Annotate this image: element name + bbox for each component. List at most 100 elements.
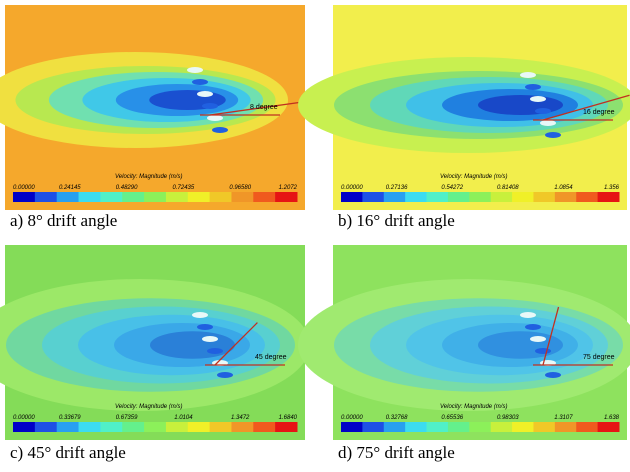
colorbar-segment [405, 422, 428, 432]
vortex [207, 115, 223, 121]
colorbar-segment [576, 422, 599, 432]
wake-contour [150, 331, 235, 359]
colorbar-title: Velocity: Magnitude (m/s) [440, 404, 507, 410]
colorbar-segment [554, 422, 577, 432]
colorbar-label: 1.2072 [279, 185, 298, 191]
colorbar-segment [490, 422, 513, 432]
vortex [212, 127, 228, 133]
colorbar-segment [231, 192, 254, 202]
drift-line [542, 306, 560, 366]
colorbar-label: 0.00000 [341, 185, 363, 191]
colorbar-segment [253, 422, 276, 432]
colorbar-segment [426, 192, 449, 202]
drift-line [542, 94, 630, 121]
colorbar-segment [122, 422, 145, 432]
colorbar-segment [144, 422, 167, 432]
caption: c) 45° drift angle [10, 443, 126, 462]
colorbar-segment [490, 192, 513, 202]
colorbar-label: 0.81408 [497, 185, 519, 191]
colorbar-segment [209, 192, 232, 202]
panel: 8 degree Velocity: Magnitude (m/s) 0.00000… [0, 5, 305, 210]
colorbar-segment [100, 192, 123, 202]
colorbar-label: 0.72435 [173, 185, 195, 191]
colorbar-label: 1.638 [604, 415, 620, 421]
colorbar-label: 0.32768 [386, 415, 408, 421]
colorbar-label: 0.00000 [341, 415, 363, 421]
colorbar-label: 0.96580 [229, 185, 251, 191]
angle-label: 45 degree [255, 354, 287, 361]
vortex [530, 336, 546, 342]
angle-label: 8 degree [250, 104, 278, 111]
vortex [530, 96, 546, 102]
colorbar-label: 1.0854 [554, 185, 573, 191]
colorbar-label: 0.67359 [116, 415, 138, 421]
colorbar-segment [533, 422, 556, 432]
panel: 45 degree Velocity: Magnitude (m/s) 0.0000… [0, 245, 310, 440]
vortex [525, 324, 541, 330]
colorbar-segment [447, 422, 470, 432]
colorbar-title: Velocity: Magnitude (m/s) [115, 404, 182, 410]
colorbar-segment [533, 192, 556, 202]
colorbar-label: 0.65536 [441, 415, 463, 421]
colorbar-label: 0.00000 [13, 185, 35, 191]
colorbar-title: Velocity: Magnitude (m/s) [440, 174, 507, 180]
colorbar-segment [275, 192, 298, 202]
colorbar-label: 1.3472 [231, 415, 250, 421]
vortex [545, 132, 561, 138]
colorbar-segment [56, 422, 80, 432]
colorbar-segment [576, 192, 599, 202]
vortex [540, 120, 556, 126]
colorbar-segment [100, 422, 123, 432]
vortex [192, 79, 208, 85]
colorbar-segment [341, 422, 363, 432]
vortex [197, 324, 213, 330]
colorbar-segment [78, 422, 101, 432]
colorbar-segment [405, 192, 428, 202]
vortex [535, 348, 551, 354]
angle-label: 16 degree [583, 109, 615, 116]
colorbar-segment [597, 192, 620, 202]
colorbar-segment [512, 422, 534, 432]
colorbar-segment [512, 192, 534, 202]
colorbar-label: 0.24145 [59, 185, 81, 191]
vortex [202, 103, 218, 109]
caption: d) 75° drift angle [338, 443, 455, 462]
colorbar-segment [469, 192, 492, 202]
colorbar-segment [144, 192, 167, 202]
colorbar-segment [383, 422, 406, 432]
colorbar-segment [165, 422, 189, 432]
colorbar-segment [253, 192, 276, 202]
panel: 16 degree Velocity: Magnitude (m/s) 0.0000… [298, 5, 630, 210]
vortex [202, 336, 218, 342]
vortex [545, 372, 561, 378]
caption: b) 16° drift angle [338, 211, 455, 230]
colorbar-title: Velocity: Magnitude (m/s) [115, 174, 182, 180]
vortex [520, 72, 536, 78]
colorbar-segment [275, 422, 298, 432]
colorbar-segment [341, 192, 363, 202]
colorbar-label: 0.54272 [441, 185, 463, 191]
vortex [197, 91, 213, 97]
vortex [520, 312, 536, 318]
vortex [187, 67, 203, 73]
vortex [217, 372, 233, 378]
drift-line [214, 322, 258, 366]
colorbar-label: 0.48290 [116, 185, 138, 191]
colorbar-segment [426, 422, 449, 432]
colorbar-segment [122, 192, 145, 202]
colorbar-label: 1.6840 [279, 415, 298, 421]
colorbar-segment [209, 422, 232, 432]
colorbar-segment [383, 192, 406, 202]
colorbar-segment [362, 422, 385, 432]
colorbar-segment [362, 192, 385, 202]
vortex [207, 348, 223, 354]
colorbar-segment [554, 192, 577, 202]
vortex [535, 108, 551, 114]
colorbar-label: 0.33679 [59, 415, 81, 421]
vortex [525, 84, 541, 90]
colorbar-segment [78, 192, 101, 202]
colorbar-segment [34, 192, 58, 202]
colorbar-segment [13, 422, 36, 432]
colorbar-segment [187, 422, 211, 432]
